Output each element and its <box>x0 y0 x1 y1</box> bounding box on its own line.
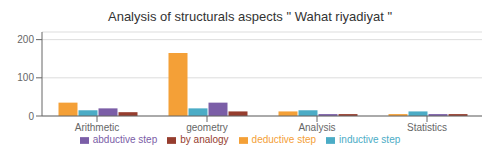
svg-text:Arithmetic: Arithmetic <box>75 122 119 133</box>
svg-text:Analysis: Analysis <box>298 122 335 133</box>
svg-text:200: 200 <box>17 34 34 45</box>
html-text:Analysis of structurals aspect: Analysis of structurals aspects " Wahat … <box>108 9 392 24</box>
html-text:by analogy: by analogy <box>180 134 229 145</box>
html-text:deductive step: deductive step <box>251 134 317 145</box>
svg-text:100: 100 <box>17 72 34 83</box>
svg-text:Statistics: Statistics <box>407 122 447 133</box>
html-text:abductive step: abductive step <box>92 134 158 145</box>
svg-text:0: 0 <box>28 111 34 122</box>
html-text:inductive step: inductive step <box>339 134 401 145</box>
svg-text:geometry: geometry <box>186 122 228 133</box>
